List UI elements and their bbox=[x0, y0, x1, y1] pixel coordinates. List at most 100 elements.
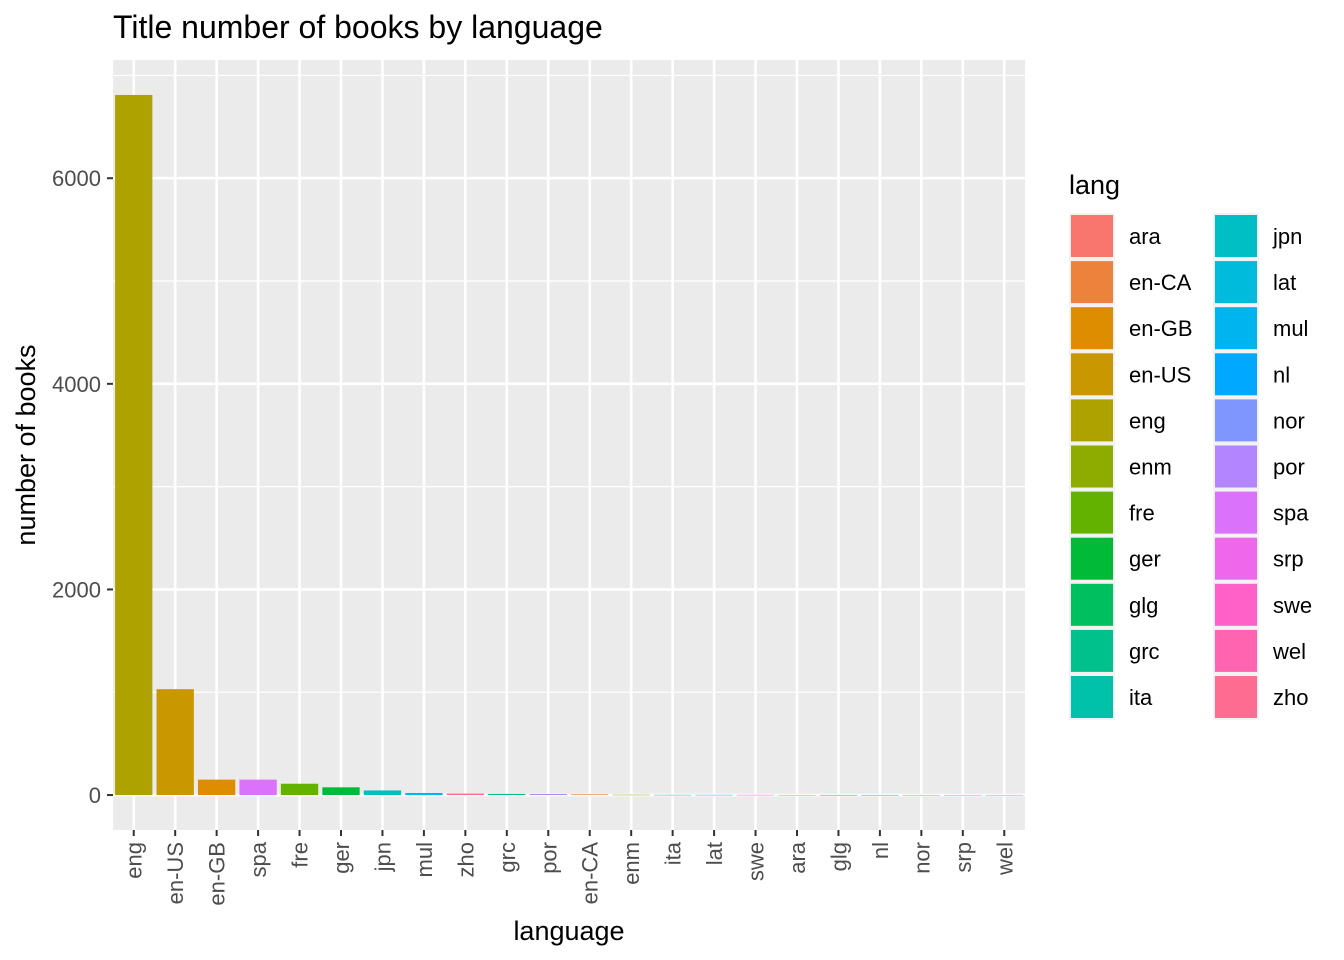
x-tick-label: ara bbox=[785, 841, 810, 874]
legend-label-en-US: en-US bbox=[1129, 362, 1191, 387]
legend-swatch-glg bbox=[1071, 583, 1113, 626]
legend-label-nl: nl bbox=[1273, 362, 1290, 387]
x-axis-title: language bbox=[513, 916, 624, 946]
legend-swatch-en-US bbox=[1071, 353, 1113, 396]
bar-zho bbox=[446, 793, 485, 796]
x-tick-label: glg bbox=[826, 842, 851, 871]
bar-nor bbox=[902, 794, 941, 796]
legend-label-lat: lat bbox=[1273, 270, 1296, 295]
y-tick-label: 4000 bbox=[52, 372, 101, 397]
legend-label-enm: enm bbox=[1129, 455, 1172, 480]
bar-grc bbox=[488, 793, 526, 796]
bar-jpn bbox=[363, 790, 402, 796]
legend-swatch-grc bbox=[1071, 629, 1113, 672]
bar-en-US bbox=[156, 689, 194, 796]
legend-swatch-lat bbox=[1215, 261, 1257, 304]
bar-swe bbox=[736, 794, 775, 796]
x-tick-label: nor bbox=[909, 842, 934, 874]
legend-swatch-enm bbox=[1071, 445, 1113, 488]
legend-swatch-nor bbox=[1215, 399, 1257, 442]
x-tick-label: nl bbox=[868, 842, 893, 859]
legend-label-jpn: jpn bbox=[1272, 224, 1302, 249]
x-tick-label: zho bbox=[453, 842, 478, 877]
x-tick-label: srp bbox=[951, 842, 976, 873]
bars bbox=[115, 94, 1023, 796]
bar-wel bbox=[985, 794, 1023, 796]
legend-swatch-ara bbox=[1071, 215, 1113, 257]
legend-label-por: por bbox=[1273, 455, 1305, 480]
x-tick-label: en-US bbox=[163, 842, 188, 904]
legend-swatch-en-GB bbox=[1071, 307, 1113, 350]
grid-lines bbox=[113, 60, 1025, 830]
legend-swatch-en-CA bbox=[1071, 261, 1113, 304]
legend-swatch-swe bbox=[1215, 583, 1257, 626]
bar-nl bbox=[861, 794, 899, 796]
legend-label-mul: mul bbox=[1273, 316, 1308, 341]
legend-swatch-mul bbox=[1215, 307, 1257, 350]
legend-label-en-GB: en-GB bbox=[1129, 316, 1193, 341]
legend-swatch-wel bbox=[1215, 629, 1257, 672]
legend-label-zho: zho bbox=[1273, 685, 1308, 710]
chart-title: Title number of books by language bbox=[113, 9, 603, 45]
legend-label-grc: grc bbox=[1129, 639, 1160, 664]
legend-label-swe: swe bbox=[1273, 593, 1312, 618]
x-tick-label: ger bbox=[329, 842, 354, 874]
bar-spa bbox=[239, 779, 277, 796]
x-tick-label: por bbox=[536, 842, 561, 874]
legend-swatch-srp bbox=[1215, 537, 1257, 580]
y-tick-label: 6000 bbox=[52, 166, 101, 191]
legend-swatch-jpn bbox=[1215, 215, 1257, 257]
x-tick-label: lat bbox=[702, 842, 727, 865]
x-tick-label: spa bbox=[246, 841, 271, 877]
legend-swatch-fre bbox=[1071, 491, 1113, 534]
x-tick-label: wel bbox=[992, 842, 1017, 876]
x-tick-label: grc bbox=[495, 842, 520, 873]
y-tick-label: 0 bbox=[89, 783, 101, 808]
legend-label-srp: srp bbox=[1273, 547, 1304, 572]
plot-panel bbox=[113, 60, 1025, 830]
legend-label-wel: wel bbox=[1272, 639, 1306, 664]
legend-swatch-eng bbox=[1071, 399, 1113, 442]
bar-en-CA bbox=[571, 794, 609, 796]
bar-glg bbox=[819, 794, 858, 796]
bar-ita bbox=[653, 794, 692, 796]
legend-swatch-zho bbox=[1215, 676, 1257, 718]
x-tick-label: enm bbox=[619, 842, 644, 885]
legend-title: lang bbox=[1069, 170, 1120, 200]
x-tick-label: mul bbox=[412, 842, 437, 877]
bar-enm bbox=[612, 794, 650, 796]
legend-label-glg: glg bbox=[1129, 593, 1158, 618]
legend-label-fre: fre bbox=[1129, 501, 1155, 526]
legend-label-spa: spa bbox=[1273, 501, 1309, 526]
bar-eng bbox=[115, 94, 153, 796]
legend-swatch-spa bbox=[1215, 491, 1257, 534]
legend-swatch-ger bbox=[1071, 537, 1113, 580]
legend-label-en-CA: en-CA bbox=[1129, 270, 1192, 295]
legend-label-ara: ara bbox=[1129, 224, 1162, 249]
bar-fre bbox=[280, 783, 319, 796]
x-tick-label: ita bbox=[661, 841, 686, 865]
x-tick-label: eng bbox=[122, 842, 147, 879]
x-tick-label: en-CA bbox=[578, 842, 603, 905]
x-tick-label: fre bbox=[288, 842, 313, 868]
bar-en-GB bbox=[197, 779, 236, 796]
legend-label-ger: ger bbox=[1129, 547, 1161, 572]
bar-srp bbox=[944, 794, 982, 796]
legend-swatch-nl bbox=[1215, 353, 1257, 396]
legend-swatch-ita bbox=[1071, 676, 1113, 718]
y-axis-title: number of books bbox=[11, 344, 41, 545]
bar-lat bbox=[695, 794, 733, 796]
x-tick-label: swe bbox=[744, 842, 769, 881]
axes: 0 2000 4000 6000 eng en-US en-GB spa fre ger jpn mu… bbox=[52, 166, 1017, 905]
y-tick-label: 2000 bbox=[52, 577, 101, 602]
x-tick-label: en-GB bbox=[205, 842, 230, 906]
bar-ara bbox=[778, 794, 816, 796]
legend: lang ara en-CA en-GB en-US eng enm fre ger glg gr… bbox=[1069, 170, 1312, 720]
bar-ger bbox=[322, 787, 360, 796]
legend-label-ita: ita bbox=[1129, 685, 1153, 710]
legend-label-eng: eng bbox=[1129, 408, 1166, 433]
legend-label-nor: nor bbox=[1273, 408, 1305, 433]
bar-mul bbox=[405, 792, 443, 796]
bar-por bbox=[529, 794, 567, 796]
